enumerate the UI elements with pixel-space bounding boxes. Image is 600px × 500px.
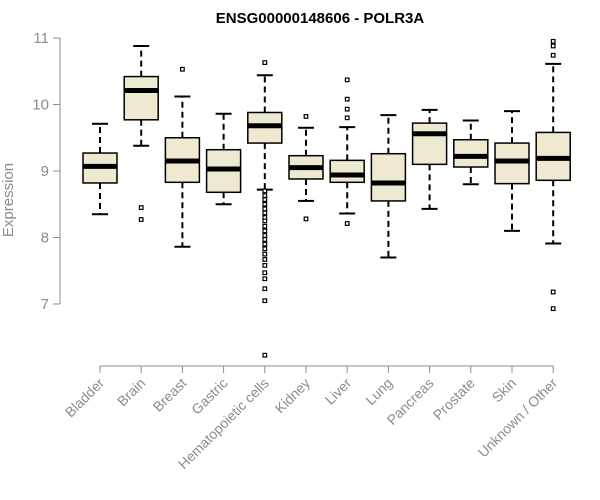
outlier-point [138, 217, 144, 222]
box-gastric [205, 112, 242, 206]
outlier-point [550, 52, 556, 58]
box-kidney [288, 114, 324, 222]
box-lung [370, 114, 407, 259]
y-tick-label: 8 [41, 230, 49, 247]
outlier-point [262, 206, 268, 212]
outlier-point [262, 263, 268, 268]
box-breast [164, 66, 201, 248]
box-pancreas [411, 108, 448, 210]
box-bladder [82, 122, 118, 216]
box-skin [494, 110, 530, 232]
y-tick-label: 7 [41, 296, 49, 313]
outlier-point [262, 251, 268, 257]
x-tick-label: Skin [489, 375, 520, 406]
y-tick-label: 10 [32, 97, 49, 114]
outlier-point [262, 228, 268, 234]
iqr-box [370, 152, 407, 202]
outlier-point [303, 216, 309, 222]
outlier-point [138, 205, 144, 210]
outlier-point [262, 237, 268, 242]
box-hematopoietic-cells [247, 60, 283, 358]
outlier-point [262, 193, 268, 199]
outlier-point [344, 77, 350, 83]
y-axis-label: Expression [0, 163, 17, 237]
x-tick-label: Lung [362, 375, 395, 408]
iqr-box [453, 138, 489, 168]
outlier-point [262, 286, 268, 292]
outlier-point [262, 60, 268, 66]
outlier-point [550, 38, 556, 44]
box-brain [123, 44, 159, 222]
x-tick-label: Liver [322, 375, 355, 408]
outlier-point [262, 276, 268, 282]
x-tick-label: Kidney [272, 375, 314, 417]
outlier-point [262, 218, 268, 224]
box-prostate [453, 119, 489, 186]
y-tick-label: 9 [41, 163, 49, 180]
outlier-point [180, 66, 185, 72]
outlier-point [262, 188, 268, 194]
box-liver [329, 77, 365, 226]
boxes-group [82, 38, 571, 358]
chart-title: ENSG00000148606 - POLR3A [216, 10, 425, 27]
outlier-point [262, 233, 268, 238]
outlier-point [262, 298, 268, 304]
outlier-point [262, 201, 268, 207]
outlier-point [550, 306, 556, 312]
y-axis: 7 8 9 10 11 [32, 30, 61, 313]
outlier-point [262, 270, 268, 276]
outlier-point [344, 96, 350, 102]
x-tick-label: Breast [150, 375, 190, 415]
y-tick-label: 11 [33, 30, 49, 47]
outlier-point [344, 221, 350, 226]
outlier-point [303, 114, 309, 119]
outlier-point [550, 43, 556, 49]
outlier-point [262, 210, 268, 216]
x-tick-label: Bladder [62, 375, 108, 421]
outlier-point [262, 257, 268, 262]
outlier-point [344, 115, 350, 121]
outlier-point [344, 106, 350, 112]
box-unknown-other [535, 38, 571, 312]
x-tick-label: Brain [114, 375, 148, 409]
outlier-point [262, 197, 268, 202]
outlier-point [550, 289, 556, 295]
outlier-point [262, 223, 268, 229]
iqr-box [123, 75, 159, 121]
outlier-point [262, 241, 268, 247]
outlier-point [262, 352, 268, 358]
x-tick-label: Prostate [430, 375, 478, 423]
iqr-box [411, 122, 448, 166]
iqr-box [329, 159, 365, 184]
outlier-point [262, 246, 268, 252]
